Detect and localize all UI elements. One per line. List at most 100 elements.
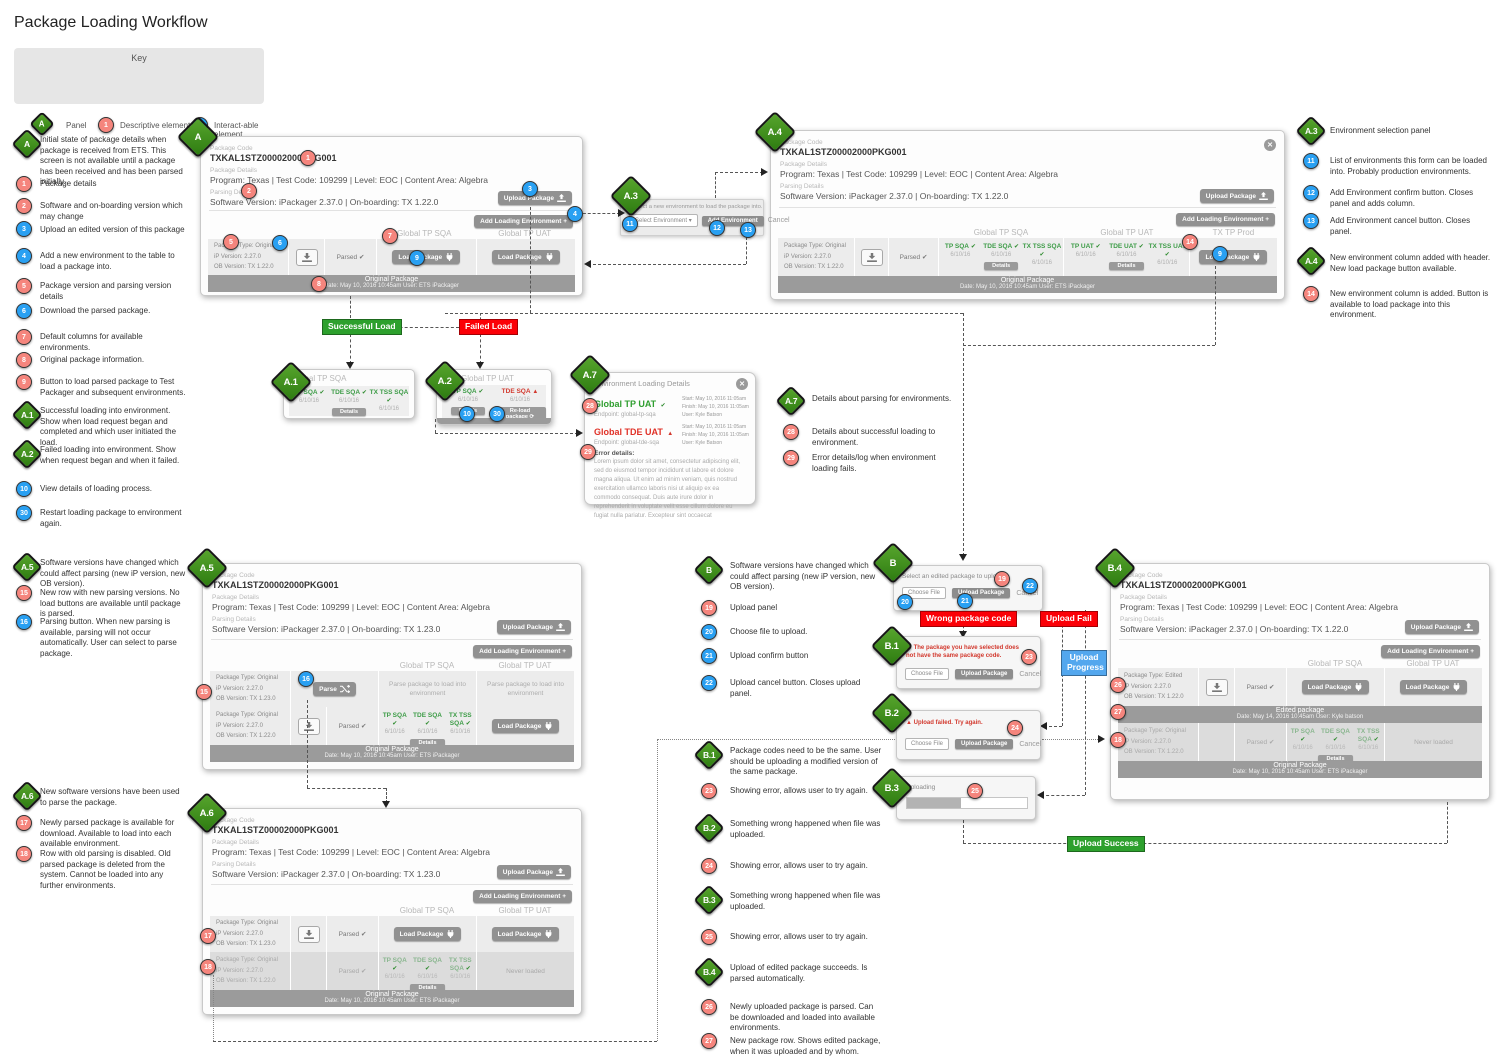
badge-4[interactable]: 4 <box>567 206 583 222</box>
env-status: TX TSS SQA ✔ 6/10/16 <box>1356 728 1380 752</box>
package-code-label: Package Code <box>212 817 255 824</box>
load-package-button-uat[interactable]: Load Package <box>491 927 560 941</box>
close-icon[interactable]: ✕ <box>1264 139 1276 151</box>
package-details: Program: Texas | Test Code: 109299 | Lev… <box>210 175 488 185</box>
never-loaded-text: Never loaded <box>1414 738 1453 746</box>
upload-package-button[interactable]: Upload Package <box>1404 620 1479 634</box>
download-package-button[interactable] <box>297 925 320 943</box>
download-package-button[interactable] <box>295 248 318 266</box>
load-package-button-sqa[interactable]: Load Package <box>393 927 462 941</box>
load-package-button-sqa[interactable]: Load Package <box>392 250 461 264</box>
details-button[interactable]: Details <box>410 739 445 748</box>
load-package-button-uat[interactable]: Load Package <box>491 250 560 264</box>
plug-icon <box>1253 253 1260 261</box>
add-loading-environment-button[interactable]: Add Loading Environment + <box>473 645 572 658</box>
check-icon: ✔ <box>360 931 367 938</box>
add-environment-button[interactable]: Add Environment <box>701 215 764 226</box>
badge-13[interactable]: 13 <box>740 222 756 238</box>
add-loading-environment-button[interactable]: Add Loading Environment + <box>474 215 573 228</box>
panel-b-upload: Select an edited package to upload. Choo… <box>893 565 1043 611</box>
a7-success-meta: Start: May 10, 2016 11:05am Finish: May 1… <box>682 396 749 418</box>
details-button[interactable]: Details <box>410 984 445 993</box>
badge-14: 14 <box>1182 234 1198 250</box>
details-button[interactable]: Details <box>1109 261 1144 270</box>
upload-package-button[interactable]: Upload Package <box>496 865 571 879</box>
upload-package-button[interactable]: Upload Package <box>952 588 1011 598</box>
upload-icon <box>556 868 565 876</box>
badge-30[interactable]: 30 <box>489 406 505 422</box>
flow-label-failed-load: Failed Load <box>459 319 519 335</box>
env-band: TP SQA ✔ 6/10/16 TDE SQA ✔ 6/10/16 Details … <box>289 386 409 416</box>
choose-file-button[interactable]: Choose File <box>905 738 950 750</box>
parse-button[interactable]: Parse <box>313 682 356 696</box>
a2-header: Global TP UAT <box>461 374 514 383</box>
upload-package-button[interactable]: Upload Package <box>497 191 572 205</box>
badge-9[interactable]: 9 <box>409 250 425 266</box>
package-code-label: Package Code <box>1120 572 1163 579</box>
ann-marker-11: 11 <box>1303 153 1319 169</box>
env-status: TDE SQA ✔ 6/10/16 Details <box>410 712 445 748</box>
download-package-button[interactable] <box>1205 678 1228 696</box>
ann-marker-b4: B.4 <box>693 956 725 988</box>
download-package-button[interactable] <box>860 248 883 266</box>
env-status: TP SQA ✔ 6/10/16 <box>382 712 407 736</box>
flow-label-upload-fail: Upload Fail <box>1040 611 1098 627</box>
package-version-info: Package Type: Original iP Version: 2.27.0… <box>214 242 276 271</box>
env-status: TDE UAT ✔ 6/10/16 Details <box>1109 243 1144 270</box>
download-package-button[interactable] <box>297 717 320 735</box>
badge-10[interactable]: 10 <box>459 406 475 422</box>
annotation-text: New row with new parsing versions. No lo… <box>40 588 181 619</box>
divider <box>209 210 574 211</box>
upload-package-button[interactable]: Upload Package <box>955 669 1014 679</box>
annotation-text: View details of loading process. <box>40 484 152 493</box>
reload-package-button[interactable]: Re-load package ⟳ <box>494 406 546 421</box>
annotation-text: Details about parsing for environments. <box>812 394 952 403</box>
load-package-button-sqa[interactable]: Load Package <box>1301 680 1370 694</box>
check-icon: ✔ <box>1095 244 1101 250</box>
add-loading-environment-button[interactable]: Add Loading Environment + <box>473 890 572 903</box>
ann-marker-19: 19 <box>701 600 717 616</box>
details-button[interactable]: Details <box>1318 755 1353 764</box>
cancel-link[interactable]: Cancel <box>1019 740 1042 748</box>
upload-package-button[interactable]: Upload Package <box>1199 189 1274 203</box>
upload-package-button[interactable]: Upload Package <box>955 739 1014 749</box>
details-button[interactable]: Details <box>331 407 367 416</box>
load-package-button-uat[interactable]: Load Package <box>491 719 560 733</box>
upload-package-button[interactable]: Upload Package <box>496 620 571 634</box>
check-icon: ✔ <box>361 390 367 396</box>
badge-20[interactable]: 20 <box>897 594 913 610</box>
column-global-tp-uat: Global TP UAT <box>1100 228 1154 237</box>
connector <box>657 739 658 1041</box>
badge-12[interactable]: 12 <box>709 220 725 236</box>
add-loading-environment-button[interactable]: Add Loading Environment + <box>1381 645 1480 658</box>
original-package-footer: Original Package Date: May 10, 2016 10:4… <box>778 276 1277 293</box>
cancel-link[interactable]: Cancel <box>767 217 790 224</box>
add-loading-environment-button[interactable]: Add Loading Environment + <box>1176 213 1275 226</box>
badge-21[interactable]: 21 <box>957 593 973 609</box>
ann-marker-a3: A.3 <box>1295 115 1327 147</box>
ann-marker-4: 4 <box>16 248 32 264</box>
check-icon: ✔ <box>319 390 325 396</box>
badge-2: 2 <box>241 183 257 199</box>
badge-16[interactable]: 16 <box>298 671 314 687</box>
choose-file-button[interactable]: Choose File <box>902 587 947 599</box>
badge-6[interactable]: 6 <box>272 235 288 251</box>
close-icon[interactable]: ✕ <box>736 378 748 390</box>
connector <box>588 264 746 265</box>
load-package-button-prod[interactable]: Load Package <box>1199 250 1268 264</box>
package-code: TXKAL1STZ00002000PKG001 <box>210 153 337 163</box>
badge-3[interactable]: 3 <box>522 181 538 197</box>
plug-icon <box>447 930 454 938</box>
cancel-link[interactable]: Cancel <box>1019 670 1042 678</box>
badge-11[interactable]: 11 <box>622 216 638 232</box>
choose-file-button[interactable]: Choose File <box>905 668 950 680</box>
select-environment-dropdown[interactable]: Select Environment ▾ <box>629 214 698 227</box>
parse-to-load-text: Parse package to load into environment <box>389 680 466 697</box>
load-package-button-uat[interactable]: Load Package <box>1399 680 1468 694</box>
badge-22[interactable]: 22 <box>1022 578 1038 594</box>
package-details: Program: Texas | Test Code: 109299 | Lev… <box>212 847 490 857</box>
a1-header: Global TP SQA <box>292 374 347 383</box>
badge-25: 25 <box>967 783 983 799</box>
badge-9b[interactable]: 9 <box>1212 246 1228 262</box>
details-button[interactable]: Details <box>984 261 1019 270</box>
